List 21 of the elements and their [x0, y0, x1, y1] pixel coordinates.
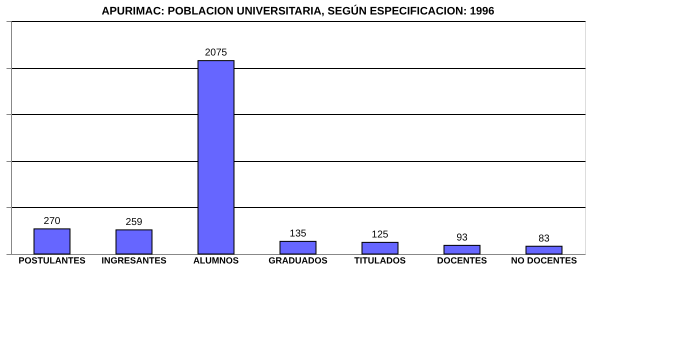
x-tick-label: TITULADOS [354, 256, 406, 266]
bar [116, 229, 152, 254]
data-label: 259 [126, 216, 143, 228]
bar [444, 244, 480, 254]
x-tick-label: NO DOCENTES [510, 256, 578, 266]
data-label: 93 [456, 232, 468, 244]
x-tick-label: ALUMNOS [193, 256, 239, 266]
x-tick-label: GRADUADOS [268, 256, 328, 266]
x-tick-label: INGRESANTES [101, 256, 167, 266]
data-label: 2075 [204, 48, 228, 59]
bar [34, 228, 70, 254]
bar [362, 242, 398, 254]
data-label: 125 [372, 229, 389, 240]
chart-title: APURIMAC: POBLACION UNIVERSITARIA, SEGÚN ESPECIFICACION: 1996 [102, 4, 494, 18]
data-label: 270 [44, 216, 61, 227]
bar [526, 246, 562, 254]
bar [280, 240, 316, 254]
data-label: 83 [538, 233, 550, 244]
x-tick-label: POSTULANTES [18, 256, 86, 266]
x-tick-label: DOCENTES [436, 256, 488, 266]
data-label: 135 [290, 228, 307, 240]
